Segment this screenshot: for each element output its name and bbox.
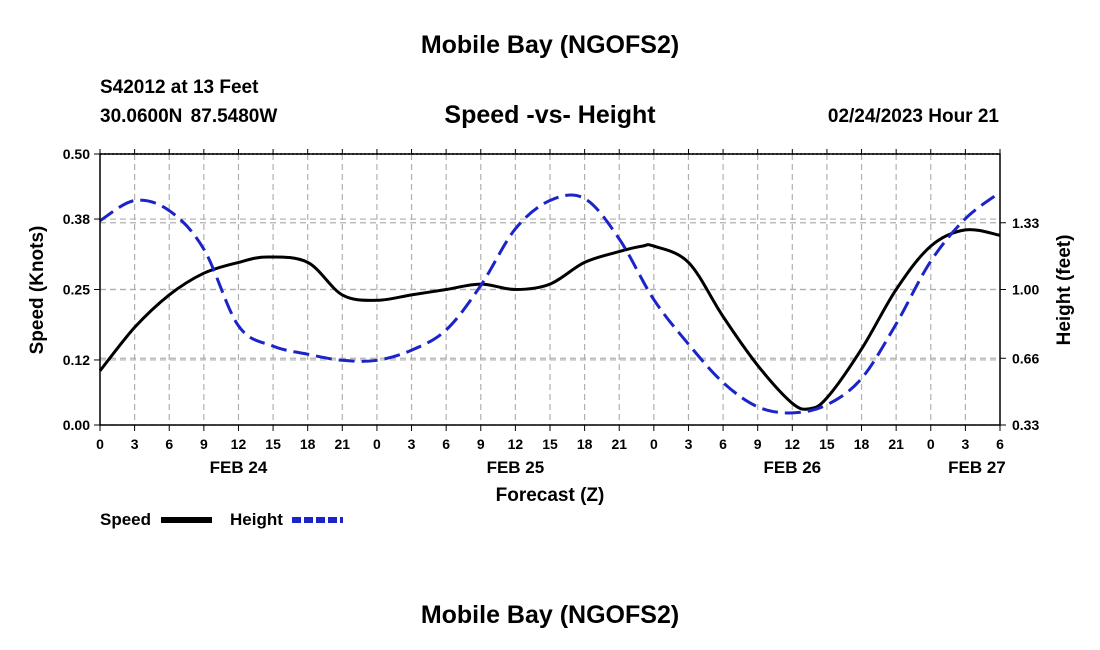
x-tick-label: 18 [854, 436, 870, 452]
y2-tick-label: 1.33 [1012, 215, 1039, 231]
x-tick-label: 9 [754, 436, 762, 452]
y-tick-label: 0.00 [63, 417, 90, 433]
x-axis-label: Forecast (Z) [496, 485, 605, 506]
series-layer [98, 191, 1001, 415]
axis-layer: 0 3 6 9 12 15 18 21 0 3 6 9 12 15 18 21 0 3 6 9 12 15 18 21 0 3 6 F… [63, 146, 1040, 477]
series-line-height [99, 191, 1001, 415]
x-tick-label: 12 [231, 436, 247, 452]
grid-layer [100, 154, 1000, 426]
x-tick-label: 12 [785, 436, 801, 452]
y-tick-label: 0.25 [63, 282, 90, 298]
x-tick-label: 9 [477, 436, 485, 452]
x-tick-label: 21 [335, 436, 351, 452]
date-label: FEB 24 [210, 458, 268, 477]
x-tick-label: 15 [265, 436, 281, 452]
y-tick-label: 0.38 [63, 211, 90, 227]
x-tick-label: 3 [961, 436, 969, 452]
coordinates-label: 30.0600N 87.5480W [100, 106, 278, 127]
y2-tick-label: 1.00 [1012, 282, 1039, 298]
date-label: FEB 25 [487, 458, 545, 477]
x-tick-label: 18 [300, 436, 316, 452]
x-tick-label: 0 [650, 436, 658, 452]
x-tick-label: 6 [719, 436, 727, 452]
y-tick-label: 0.50 [63, 146, 90, 162]
date-label: FEB 27 [948, 458, 1006, 477]
x-tick-label: 3 [408, 436, 416, 452]
x-tick-label: 9 [200, 436, 208, 452]
x-tick-label: 0 [373, 436, 381, 452]
y2-tick-label: 0.66 [1012, 350, 1039, 366]
y-axis-label: Speed (Knots) [27, 226, 48, 355]
main-title: Mobile Bay (NGOFS2) [420, 31, 680, 59]
x-tick-label: 0 [96, 436, 104, 452]
x-tick-label: 15 [819, 436, 835, 452]
y-tick-label: 0.12 [63, 352, 90, 368]
legend: Speed Height [100, 510, 343, 529]
x-tick-label: 15 [542, 436, 558, 452]
x-tick-label: 0 [927, 436, 935, 452]
footer-title: Mobile Bay (NGOFS2) [420, 601, 680, 629]
x-tick-label: 21 [888, 436, 904, 452]
x-tick-label: 3 [131, 436, 139, 452]
x-tick-label: 6 [996, 436, 1004, 452]
series-line-speed [98, 228, 1001, 411]
legend-height-label: Height [230, 510, 283, 529]
legend-speed-label: Speed [100, 510, 151, 529]
date-label: FEB 26 [763, 458, 821, 477]
x-tick-label: 6 [442, 436, 450, 452]
x-tick-label: 18 [577, 436, 593, 452]
chart-subtitle: Speed -vs- Height [444, 101, 656, 129]
y2-tick-label: 0.33 [1012, 417, 1039, 433]
forecast-datetime: 02/24/2023 Hour 21 [827, 106, 999, 127]
x-tick-label: 3 [685, 436, 693, 452]
x-tick-label: 21 [611, 436, 627, 452]
x-tick-label: 12 [508, 436, 524, 452]
station-label: S42012 at 13 Feet [100, 77, 259, 98]
y2-axis-label: Height (feet) [1054, 235, 1075, 346]
x-tick-label: 6 [165, 436, 173, 452]
